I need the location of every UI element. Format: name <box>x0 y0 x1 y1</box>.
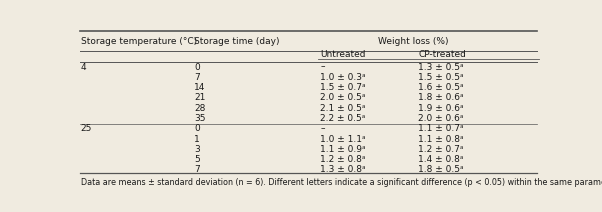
Text: –: – <box>320 63 324 72</box>
Text: 1.4 ± 0.8ᵃ: 1.4 ± 0.8ᵃ <box>418 155 464 164</box>
Text: 1.2 ± 0.7ᵃ: 1.2 ± 0.7ᵃ <box>418 145 464 154</box>
Text: 28: 28 <box>194 104 206 113</box>
Text: 0: 0 <box>194 124 200 133</box>
Text: 21: 21 <box>194 93 206 102</box>
Text: 1.5 ± 0.7ᵃ: 1.5 ± 0.7ᵃ <box>320 83 366 92</box>
Text: Data are means ± standard deviation (n = 6). Different letters indicate a signif: Data are means ± standard deviation (n =… <box>81 178 602 187</box>
Text: 1.5 ± 0.5ᵃ: 1.5 ± 0.5ᵃ <box>418 73 464 82</box>
Text: 1.1 ± 0.7ᵃ: 1.1 ± 0.7ᵃ <box>418 124 464 133</box>
Text: Weight loss (%): Weight loss (%) <box>378 37 448 46</box>
Text: 1.6 ± 0.5ᵃ: 1.6 ± 0.5ᵃ <box>418 83 464 92</box>
Text: 1.0 ± 0.3ᵃ: 1.0 ± 0.3ᵃ <box>320 73 366 82</box>
Text: 14: 14 <box>194 83 206 92</box>
Text: 35: 35 <box>194 114 206 123</box>
Text: 1.1 ± 0.9ᵃ: 1.1 ± 0.9ᵃ <box>320 145 366 154</box>
Text: 4: 4 <box>81 63 87 72</box>
Text: 0: 0 <box>194 63 200 72</box>
Text: Storage temperature (°C): Storage temperature (°C) <box>81 37 197 46</box>
Text: 2.0 ± 0.6ᵃ: 2.0 ± 0.6ᵃ <box>418 114 464 123</box>
Text: 2.2 ± 0.5ᵃ: 2.2 ± 0.5ᵃ <box>320 114 365 123</box>
Text: 2.0 ± 0.5ᵃ: 2.0 ± 0.5ᵃ <box>320 93 365 102</box>
Text: 1.8 ± 0.6ᵃ: 1.8 ± 0.6ᵃ <box>418 93 464 102</box>
Text: 3: 3 <box>194 145 200 154</box>
Text: 7: 7 <box>194 73 200 82</box>
Text: CP-treated: CP-treated <box>418 50 466 59</box>
Text: 1.8 ± 0.5ᵃ: 1.8 ± 0.5ᵃ <box>418 165 464 174</box>
Text: Storage time (day): Storage time (day) <box>194 37 280 46</box>
Text: 1.9 ± 0.6ᵃ: 1.9 ± 0.6ᵃ <box>418 104 464 113</box>
Text: Untreated: Untreated <box>320 50 365 59</box>
Text: 1: 1 <box>194 135 200 144</box>
Text: –: – <box>320 124 324 133</box>
Text: 5: 5 <box>194 155 200 164</box>
Text: 1.0 ± 1.1ᵃ: 1.0 ± 1.1ᵃ <box>320 135 366 144</box>
Text: 1.3 ± 0.5ᵃ: 1.3 ± 0.5ᵃ <box>418 63 464 72</box>
Text: 2.1 ± 0.5ᵃ: 2.1 ± 0.5ᵃ <box>320 104 365 113</box>
Text: 7: 7 <box>194 165 200 174</box>
Text: 1.3 ± 0.8ᵃ: 1.3 ± 0.8ᵃ <box>320 165 366 174</box>
Text: 25: 25 <box>81 124 92 133</box>
Text: 1.2 ± 0.8ᵃ: 1.2 ± 0.8ᵃ <box>320 155 365 164</box>
Text: 1.1 ± 0.8ᵃ: 1.1 ± 0.8ᵃ <box>418 135 464 144</box>
